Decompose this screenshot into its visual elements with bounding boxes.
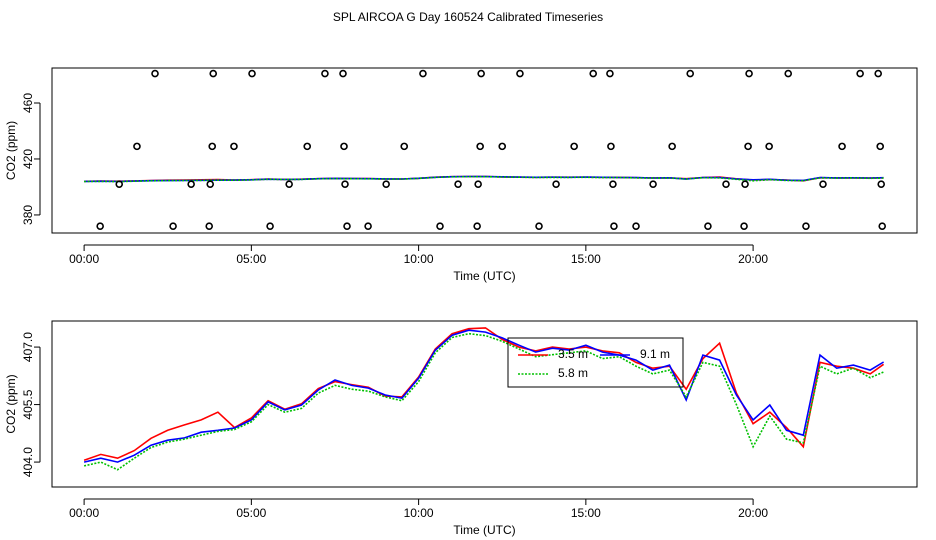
point (400, 142, 409, 151)
point (784, 69, 793, 78)
point (285, 180, 293, 188)
point (436, 222, 444, 230)
point (686, 69, 695, 78)
point (476, 142, 484, 151)
point (552, 180, 560, 188)
y-tick-label: 404.0 (21, 447, 35, 477)
point (535, 222, 543, 230)
x-tick-label: 20:00 (738, 506, 768, 520)
point (303, 142, 312, 151)
point (516, 69, 524, 78)
y-tick-label: 405.5 (21, 389, 35, 419)
x-tick-label: 15:00 (571, 252, 601, 266)
point (473, 222, 481, 230)
point (609, 180, 617, 188)
point (741, 180, 749, 188)
series-line (83, 332, 884, 471)
x-tick-label: 20:00 (738, 252, 768, 266)
point (364, 222, 372, 230)
point (115, 180, 124, 188)
y-axis-label: CO2 (ppm) (4, 374, 18, 433)
legend-label: 9.1 m (640, 347, 670, 361)
x-tick-label: 00:00 (69, 252, 99, 266)
point (649, 180, 657, 188)
point (419, 69, 427, 78)
x-tick-label: 05:00 (236, 506, 266, 520)
series-line (83, 329, 885, 463)
point (610, 222, 618, 230)
y-tick-label: 407.0 (21, 332, 35, 362)
point (589, 69, 598, 78)
point (874, 69, 882, 78)
point (248, 69, 256, 78)
legend-box (507, 337, 684, 388)
point (607, 142, 615, 151)
series-line (83, 327, 885, 461)
point (819, 180, 827, 188)
chart-title: SPL AIRCOA G Day 160524 Calibrated Times… (333, 10, 603, 24)
y-axis-label: CO2 (ppm) (4, 121, 18, 180)
point (570, 142, 578, 151)
point (206, 180, 215, 188)
y-tick-label: 380 (21, 205, 35, 225)
point (606, 69, 614, 78)
point (765, 142, 773, 151)
point (477, 69, 485, 78)
point (722, 180, 730, 188)
x-tick-label: 10:00 (404, 506, 434, 520)
point (209, 69, 218, 78)
point (877, 180, 886, 188)
x-tick-label: 10:00 (404, 252, 434, 266)
x-tick-label: 15:00 (571, 506, 601, 520)
point (454, 180, 462, 188)
point (343, 222, 351, 230)
point (474, 180, 482, 188)
plot-box (51, 320, 918, 488)
point (876, 142, 885, 151)
series-line (84, 175, 884, 183)
x-tick-label: 00:00 (69, 506, 99, 520)
point (340, 142, 348, 151)
point (208, 142, 217, 151)
point (744, 142, 752, 151)
point (740, 222, 748, 230)
point (341, 180, 349, 188)
point (838, 142, 846, 151)
point (187, 180, 195, 188)
point (704, 222, 712, 230)
point (321, 69, 329, 78)
plot-box (51, 67, 918, 234)
point (266, 222, 274, 230)
point (802, 222, 810, 230)
y-tick-label: 460 (21, 93, 35, 113)
point (745, 69, 753, 78)
point (856, 69, 864, 78)
point (205, 222, 214, 230)
point (498, 142, 507, 151)
y-tick-label: 420 (21, 149, 35, 169)
point (133, 142, 141, 151)
point (230, 142, 238, 151)
point (151, 69, 159, 78)
point (339, 69, 347, 78)
x-axis-label: Time (UTC) (453, 269, 515, 283)
x-axis-label: Time (UTC) (453, 523, 515, 537)
point (878, 222, 887, 230)
x-tick-label: 05:00 (236, 252, 266, 266)
point (382, 180, 390, 188)
legend-label: 3.5 m (558, 347, 588, 361)
point (169, 222, 177, 230)
point (668, 142, 676, 151)
legend-label: 5.8 m (558, 366, 588, 380)
point (96, 222, 104, 230)
point (632, 222, 640, 230)
